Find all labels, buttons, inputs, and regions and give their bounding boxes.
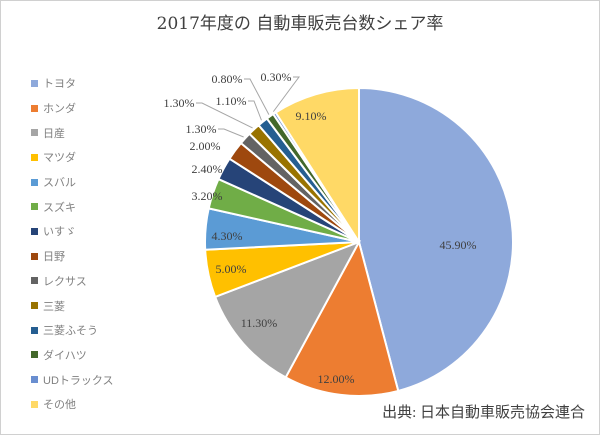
data-label: 0.30% xyxy=(261,70,292,84)
legend-item: 日野 xyxy=(31,244,114,269)
legend-label: UDトラックス xyxy=(43,374,114,387)
legend-swatch xyxy=(31,153,38,161)
legend-item: 三菱 xyxy=(31,293,114,318)
data-label: 9.10% xyxy=(296,109,327,123)
chart-title: 2017年度の 自動車販売台数シェア率 xyxy=(156,14,444,34)
legend-label: 三菱ふそう xyxy=(43,325,98,338)
legend-item: スバル xyxy=(31,170,114,195)
data-label: 1.30% xyxy=(186,122,217,136)
legend-item: 日産 xyxy=(31,120,114,145)
pie-slice xyxy=(358,86,514,393)
legend-item: ダイハツ xyxy=(31,343,114,368)
legend-label: 日産 xyxy=(43,127,65,140)
source-note: 出典: 日本自動車販売協会連合 xyxy=(382,405,585,421)
leader-line xyxy=(196,102,253,129)
legend-label: いすゞ xyxy=(43,226,76,239)
legend-swatch xyxy=(31,203,38,211)
legend-item: スズキ xyxy=(31,194,114,219)
legend-label: マツダ xyxy=(43,152,76,165)
data-label: 1.30% xyxy=(164,96,195,110)
legend-label: 日野 xyxy=(43,251,65,264)
legend-swatch xyxy=(31,79,38,87)
data-label: 2.00% xyxy=(190,139,221,153)
data-label: 1.10% xyxy=(216,94,247,108)
legend-item: レクサス xyxy=(31,269,114,294)
pie-slice xyxy=(284,239,400,397)
data-label: 4.30% xyxy=(212,229,243,243)
legend-label: その他 xyxy=(43,399,76,412)
data-label: 45.90% xyxy=(440,238,477,252)
legend-item: 三菱ふそう xyxy=(31,318,114,343)
pie-slice xyxy=(274,86,360,246)
leader-line xyxy=(218,128,244,138)
legend-swatch xyxy=(31,302,38,310)
legend-swatch xyxy=(31,277,38,285)
data-label: 2.40% xyxy=(192,162,223,176)
legend-label: レクサス xyxy=(43,275,87,288)
data-label: 3.20% xyxy=(192,189,223,203)
data-label: 12.00% xyxy=(318,372,355,386)
legend-item: いすゞ xyxy=(31,219,114,244)
leader-line xyxy=(244,78,270,115)
pie-slice xyxy=(213,240,362,379)
legend-swatch xyxy=(31,376,38,384)
legend-item: トヨタ xyxy=(31,71,114,96)
legend-swatch xyxy=(31,351,38,359)
leader-line xyxy=(272,76,300,112)
data-label: 0.80% xyxy=(212,72,243,86)
legend-label: トヨタ xyxy=(43,78,76,91)
legend-item: UDトラックス xyxy=(31,367,114,392)
legend-item: マツダ xyxy=(31,145,114,170)
legend-swatch xyxy=(31,104,38,112)
legend-label: ホンダ xyxy=(43,103,76,116)
legend-label: ダイハツ xyxy=(43,349,87,362)
data-label: 5.00% xyxy=(216,262,247,276)
legend: トヨタホンダ日産マツダスバルスズキいすゞ日野レクサス三菱三菱ふそうダイハツ UDト… xyxy=(31,71,114,417)
legend-swatch xyxy=(31,252,38,260)
legend-item: その他 xyxy=(31,392,114,417)
legend-swatch xyxy=(31,227,38,235)
legend-label: スバル xyxy=(43,177,76,190)
legend-swatch xyxy=(31,178,38,186)
legend-swatch xyxy=(31,129,38,137)
legend-swatch xyxy=(31,326,38,334)
legend-item: ホンダ xyxy=(31,96,114,121)
legend-label: 三菱 xyxy=(43,300,65,313)
legend-swatch xyxy=(31,400,38,408)
leader-line xyxy=(248,100,262,121)
data-label: 11.30% xyxy=(241,316,278,330)
legend-label: スズキ xyxy=(43,201,76,214)
